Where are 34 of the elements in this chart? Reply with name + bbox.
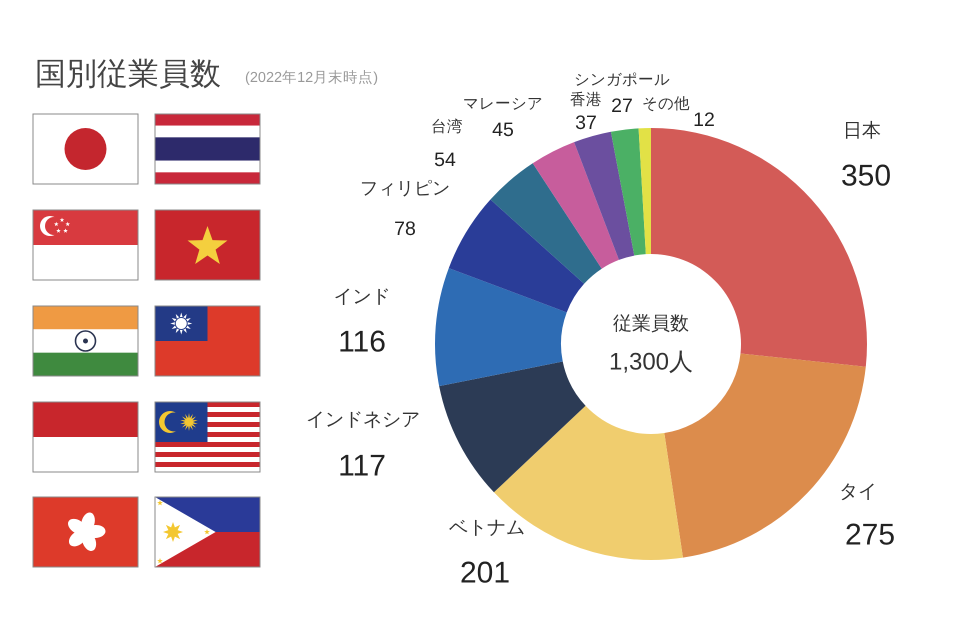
data-label: 12 (693, 109, 715, 131)
donut-slice (574, 132, 634, 260)
slice-label: 香港 (570, 90, 602, 108)
data-label: 275 (844, 518, 896, 552)
data-label: 201 (460, 556, 510, 590)
data-label: 117 (338, 450, 386, 482)
slice-label: シンガポール (574, 72, 670, 88)
slice-label: フィリピン (360, 178, 450, 198)
slice-label: インドネシア (306, 410, 420, 430)
data-label: 37 (575, 112, 597, 134)
data-label: 54 (434, 149, 456, 171)
donut-slice (490, 163, 602, 284)
data-label: 116 (338, 326, 386, 358)
donut-slice (638, 128, 651, 254)
donut-slice (532, 142, 619, 269)
donut-slice (435, 268, 567, 386)
donut-slice (448, 200, 584, 312)
donut-slice (439, 362, 586, 492)
slice-label: 台湾 (431, 118, 463, 136)
data-label: 78 (394, 218, 416, 240)
slice-label: その他 (642, 96, 690, 112)
data-label: 45 (492, 119, 514, 141)
data-label: 27 (611, 95, 633, 117)
chart-title: 国別従業員数 (35, 56, 221, 91)
slice-label: タイ (839, 482, 877, 502)
text: 1,300人 (608, 348, 694, 376)
slice-label: マレーシア (463, 96, 543, 112)
slice-label: インド (334, 286, 390, 308)
chart-subtitle: (2022年12月末時点) (245, 69, 378, 86)
data-label: 350 (840, 160, 892, 192)
slice-label: 日本 (843, 120, 881, 142)
text: 従業員数 (613, 314, 689, 334)
donut-slice (610, 128, 646, 256)
slice-label: ベトナム (449, 518, 525, 538)
